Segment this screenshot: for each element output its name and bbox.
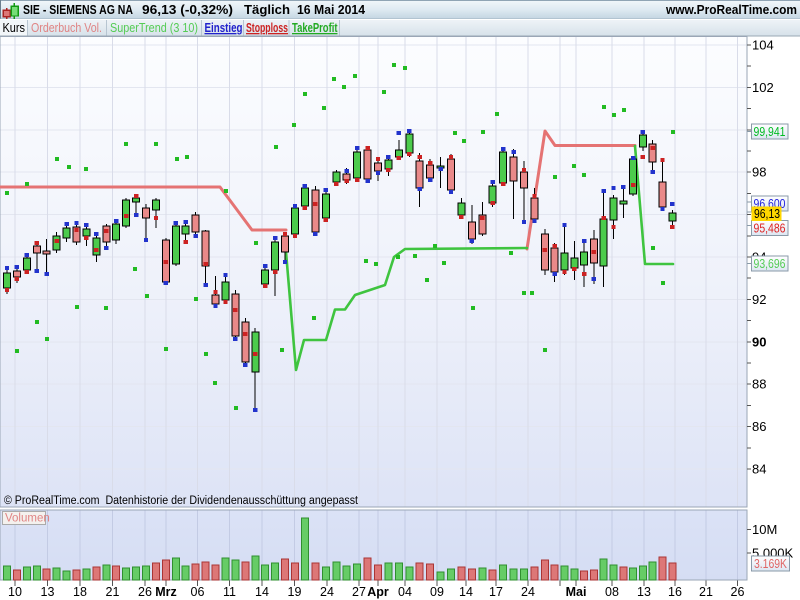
svg-text:84: 84 — [752, 462, 766, 477]
svg-text:104: 104 — [752, 38, 774, 53]
svg-text:92: 92 — [752, 292, 766, 307]
svg-text:26: 26 — [138, 585, 152, 599]
svg-text:Apr: Apr — [367, 585, 389, 599]
svg-text:26: 26 — [731, 585, 745, 599]
svg-text:13: 13 — [637, 585, 651, 599]
svg-text:95,486: 95,486 — [754, 222, 786, 236]
svg-text:16 Mai 2014: 16 Mai 2014 — [297, 3, 365, 17]
svg-text:www.ProRealTime.com: www.ProRealTime.com — [665, 2, 797, 17]
svg-text:24: 24 — [521, 585, 535, 599]
svg-text:10: 10 — [8, 585, 22, 599]
svg-text:21: 21 — [106, 585, 120, 599]
svg-text:88: 88 — [752, 377, 766, 392]
svg-text:16: 16 — [668, 585, 682, 599]
svg-text:96,13: 96,13 — [754, 207, 780, 221]
svg-text:Volumen: Volumen — [5, 513, 50, 525]
svg-text:21: 21 — [699, 585, 713, 599]
svg-text:Stopploss: Stopploss — [246, 20, 288, 35]
svg-text:96,13 (-0,32%): 96,13 (-0,32%) — [142, 3, 233, 17]
svg-text:11: 11 — [223, 585, 236, 599]
svg-text:90: 90 — [752, 334, 766, 349]
svg-text:24: 24 — [320, 585, 334, 599]
svg-text:Kurs: Kurs — [3, 20, 26, 35]
svg-text:27: 27 — [352, 585, 366, 599]
svg-text:86: 86 — [752, 419, 766, 434]
svg-text:08: 08 — [605, 585, 619, 599]
svg-text:10M: 10M — [752, 522, 777, 537]
svg-text:18: 18 — [73, 585, 87, 599]
svg-text:3.169K: 3.169K — [754, 557, 788, 571]
svg-text:14: 14 — [459, 585, 473, 599]
svg-text:06: 06 — [191, 585, 205, 599]
svg-text:98: 98 — [752, 165, 766, 180]
svg-text:SIE - SIEMENS AG NA: SIE - SIEMENS AG NA — [23, 3, 133, 17]
svg-text:93,696: 93,696 — [754, 257, 786, 271]
svg-text:14: 14 — [255, 585, 269, 599]
svg-text:Mai: Mai — [566, 585, 587, 599]
svg-text:Mrz: Mrz — [155, 585, 177, 599]
svg-text:04: 04 — [398, 585, 412, 599]
svg-text:99,941: 99,941 — [754, 125, 786, 139]
svg-text:09: 09 — [430, 585, 444, 599]
svg-text:Orderbuch Vol.: Orderbuch Vol. — [31, 20, 102, 35]
svg-text:© ProRealTime.com Datenhistor: © ProRealTime.com Datenhistorie der Divi… — [4, 495, 359, 507]
svg-text:19: 19 — [288, 585, 302, 599]
svg-text:SuperTrend (3 10): SuperTrend (3 10) — [110, 20, 198, 35]
svg-text:17: 17 — [489, 585, 503, 599]
svg-text:Einstieg: Einstieg — [205, 20, 243, 35]
svg-text:13: 13 — [41, 585, 55, 599]
svg-text:102: 102 — [752, 80, 774, 95]
svg-text:TakeProfit: TakeProfit — [292, 20, 338, 35]
svg-text:Täglich: Täglich — [244, 3, 290, 17]
